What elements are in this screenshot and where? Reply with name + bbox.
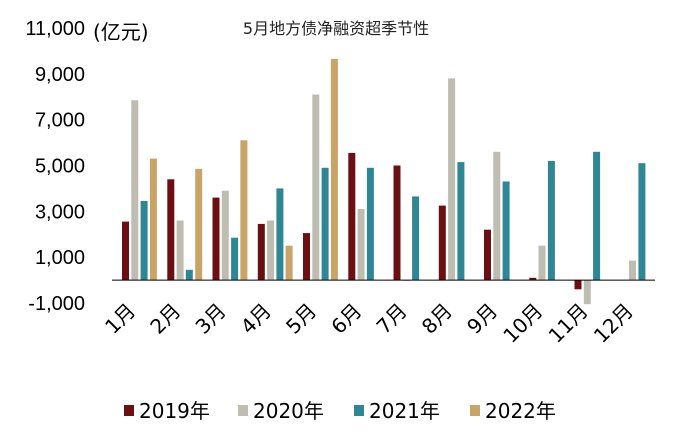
y-tick-label: 9,000	[35, 64, 85, 86]
x-tick-label: 5月	[281, 299, 321, 339]
legend-swatch	[470, 405, 480, 416]
bar	[357, 209, 365, 280]
x-tick-label: 6月	[326, 299, 366, 339]
plot-bars	[122, 58, 646, 305]
y-tick-label: 5,000	[35, 156, 85, 178]
bar	[267, 220, 275, 281]
bar	[131, 100, 139, 281]
bar	[457, 162, 465, 281]
x-tick-label: 10月	[498, 299, 547, 348]
x-tick-label: 4月	[236, 299, 276, 339]
legend-label: 2019年	[139, 399, 210, 423]
legend-swatch	[238, 405, 248, 416]
y-tick-label: 1,000	[35, 247, 85, 269]
x-tick-label: 7月	[372, 299, 412, 339]
bar	[583, 280, 591, 305]
bar	[547, 160, 555, 281]
bar	[493, 151, 501, 281]
x-tick-label: 12月	[589, 299, 638, 348]
y-axis-unit-label: (亿元)	[93, 20, 149, 44]
y-tick-label: 11,000	[25, 18, 85, 40]
bar	[276, 188, 284, 281]
x-tick-label: 3月	[191, 299, 231, 339]
bar	[529, 277, 537, 281]
bar	[348, 152, 356, 281]
bar	[312, 94, 320, 281]
legend-swatch	[124, 405, 134, 416]
bar	[285, 245, 293, 281]
bar	[366, 167, 374, 281]
x-tick-label: 9月	[462, 299, 502, 339]
bar	[231, 237, 239, 281]
bar	[122, 221, 129, 280]
y-tick-label: 3,000	[35, 201, 85, 223]
y-tick-label: 7,000	[35, 110, 85, 132]
bar	[538, 245, 546, 281]
bar	[574, 280, 582, 290]
x-tick-label: 8月	[417, 299, 457, 339]
legend-label: 2021年	[369, 399, 440, 423]
bar	[303, 233, 310, 281]
bar	[629, 260, 636, 281]
bar	[412, 196, 420, 280]
x-tick-label: 2月	[145, 299, 185, 339]
legend-swatch	[354, 405, 364, 416]
bar	[393, 165, 401, 281]
bar	[185, 269, 193, 281]
bar	[321, 167, 329, 281]
bar	[593, 151, 601, 281]
bar	[195, 168, 203, 280]
bar	[240, 140, 248, 281]
bar	[438, 205, 446, 281]
legend-label: 2022年	[485, 399, 556, 423]
legend-label: 2020年	[253, 399, 324, 423]
bar	[167, 179, 175, 281]
chart-title: 5月地方债净融资超季节性	[243, 19, 429, 38]
y-axis-ticks: -1,000 1,000 3,000 5,000 7,000 9,000 11,000	[25, 18, 85, 315]
x-tick-label: 11月	[544, 299, 593, 348]
bar	[257, 223, 265, 280]
bar	[140, 201, 148, 281]
bar	[221, 190, 229, 281]
legend: 2019年 2020年 2021年 2022年	[124, 399, 556, 423]
bar	[330, 58, 338, 281]
bar	[212, 197, 220, 281]
bar	[149, 158, 157, 281]
bar	[176, 220, 184, 281]
y-tick-label: -1,000	[28, 293, 85, 315]
x-tick-label: 1月	[100, 299, 140, 339]
bar	[638, 163, 646, 281]
bar	[448, 78, 456, 281]
bar	[502, 181, 510, 280]
bar	[484, 229, 491, 281]
